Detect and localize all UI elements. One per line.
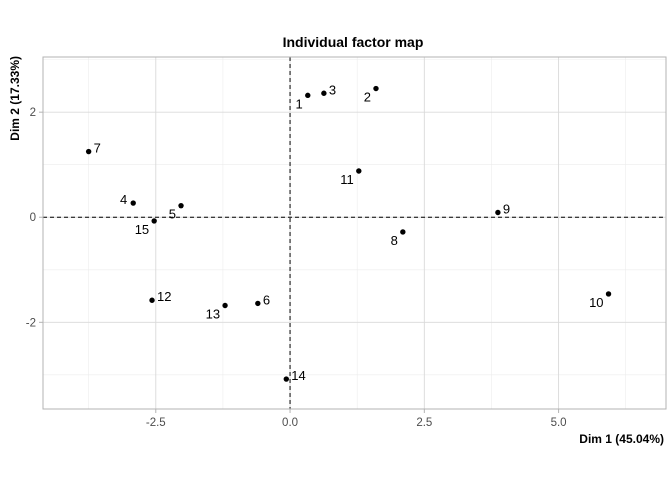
data-point (321, 90, 327, 96)
data-point-label: 9 (503, 202, 510, 217)
data-point-label: 5 (169, 207, 176, 222)
data-point-label: 8 (391, 233, 398, 248)
data-point (222, 302, 228, 309)
x-tick-label: 5.0 (551, 417, 567, 429)
x-tick-label: 0.0 (282, 417, 298, 429)
x-tick-label: -2.5 (146, 417, 166, 429)
y-tick-label: -2 (26, 317, 36, 329)
data-point-label: 3 (329, 82, 336, 97)
data-point (605, 291, 612, 297)
data-point (149, 297, 155, 303)
zero-reference-lines (43, 57, 666, 409)
y-tick-label: 2 (30, 107, 36, 119)
data-point (255, 300, 261, 307)
data-point (151, 218, 157, 224)
data-point (373, 85, 379, 92)
data-point (495, 209, 501, 216)
chart-title: Individual factor map (283, 34, 424, 50)
data-point-label: 11 (340, 172, 354, 187)
data-point-label: 4 (120, 192, 127, 207)
data-point-label: 6 (263, 292, 270, 307)
data-point-label: 7 (94, 141, 101, 156)
x-tick-label: 2.5 (416, 417, 432, 429)
data-point (356, 168, 362, 174)
axis-ticks: -2.5 0.0 2.5 5.0 -2 0 2 (26, 107, 567, 429)
y-axis-title: Dim 2 (17.33%) (8, 56, 22, 141)
data-point (400, 229, 406, 235)
data-point (85, 148, 92, 155)
data-point-label: 1 (296, 96, 303, 111)
data-point (178, 202, 184, 209)
data-point (283, 376, 289, 382)
data-point-label: 2 (364, 90, 371, 105)
plot-panel-border (42, 56, 667, 410)
data-point-label: 15 (135, 222, 149, 237)
data-point-label: 10 (589, 295, 603, 310)
data-point-label: 13 (206, 307, 220, 322)
y-tick-label: 0 (30, 212, 36, 224)
data-point-label: 12 (157, 289, 171, 304)
data-point-label: 14 (291, 368, 305, 383)
x-axis-title: Dim 1 (45.04%) (579, 432, 664, 446)
data-point (305, 92, 311, 99)
data-point (130, 200, 136, 206)
